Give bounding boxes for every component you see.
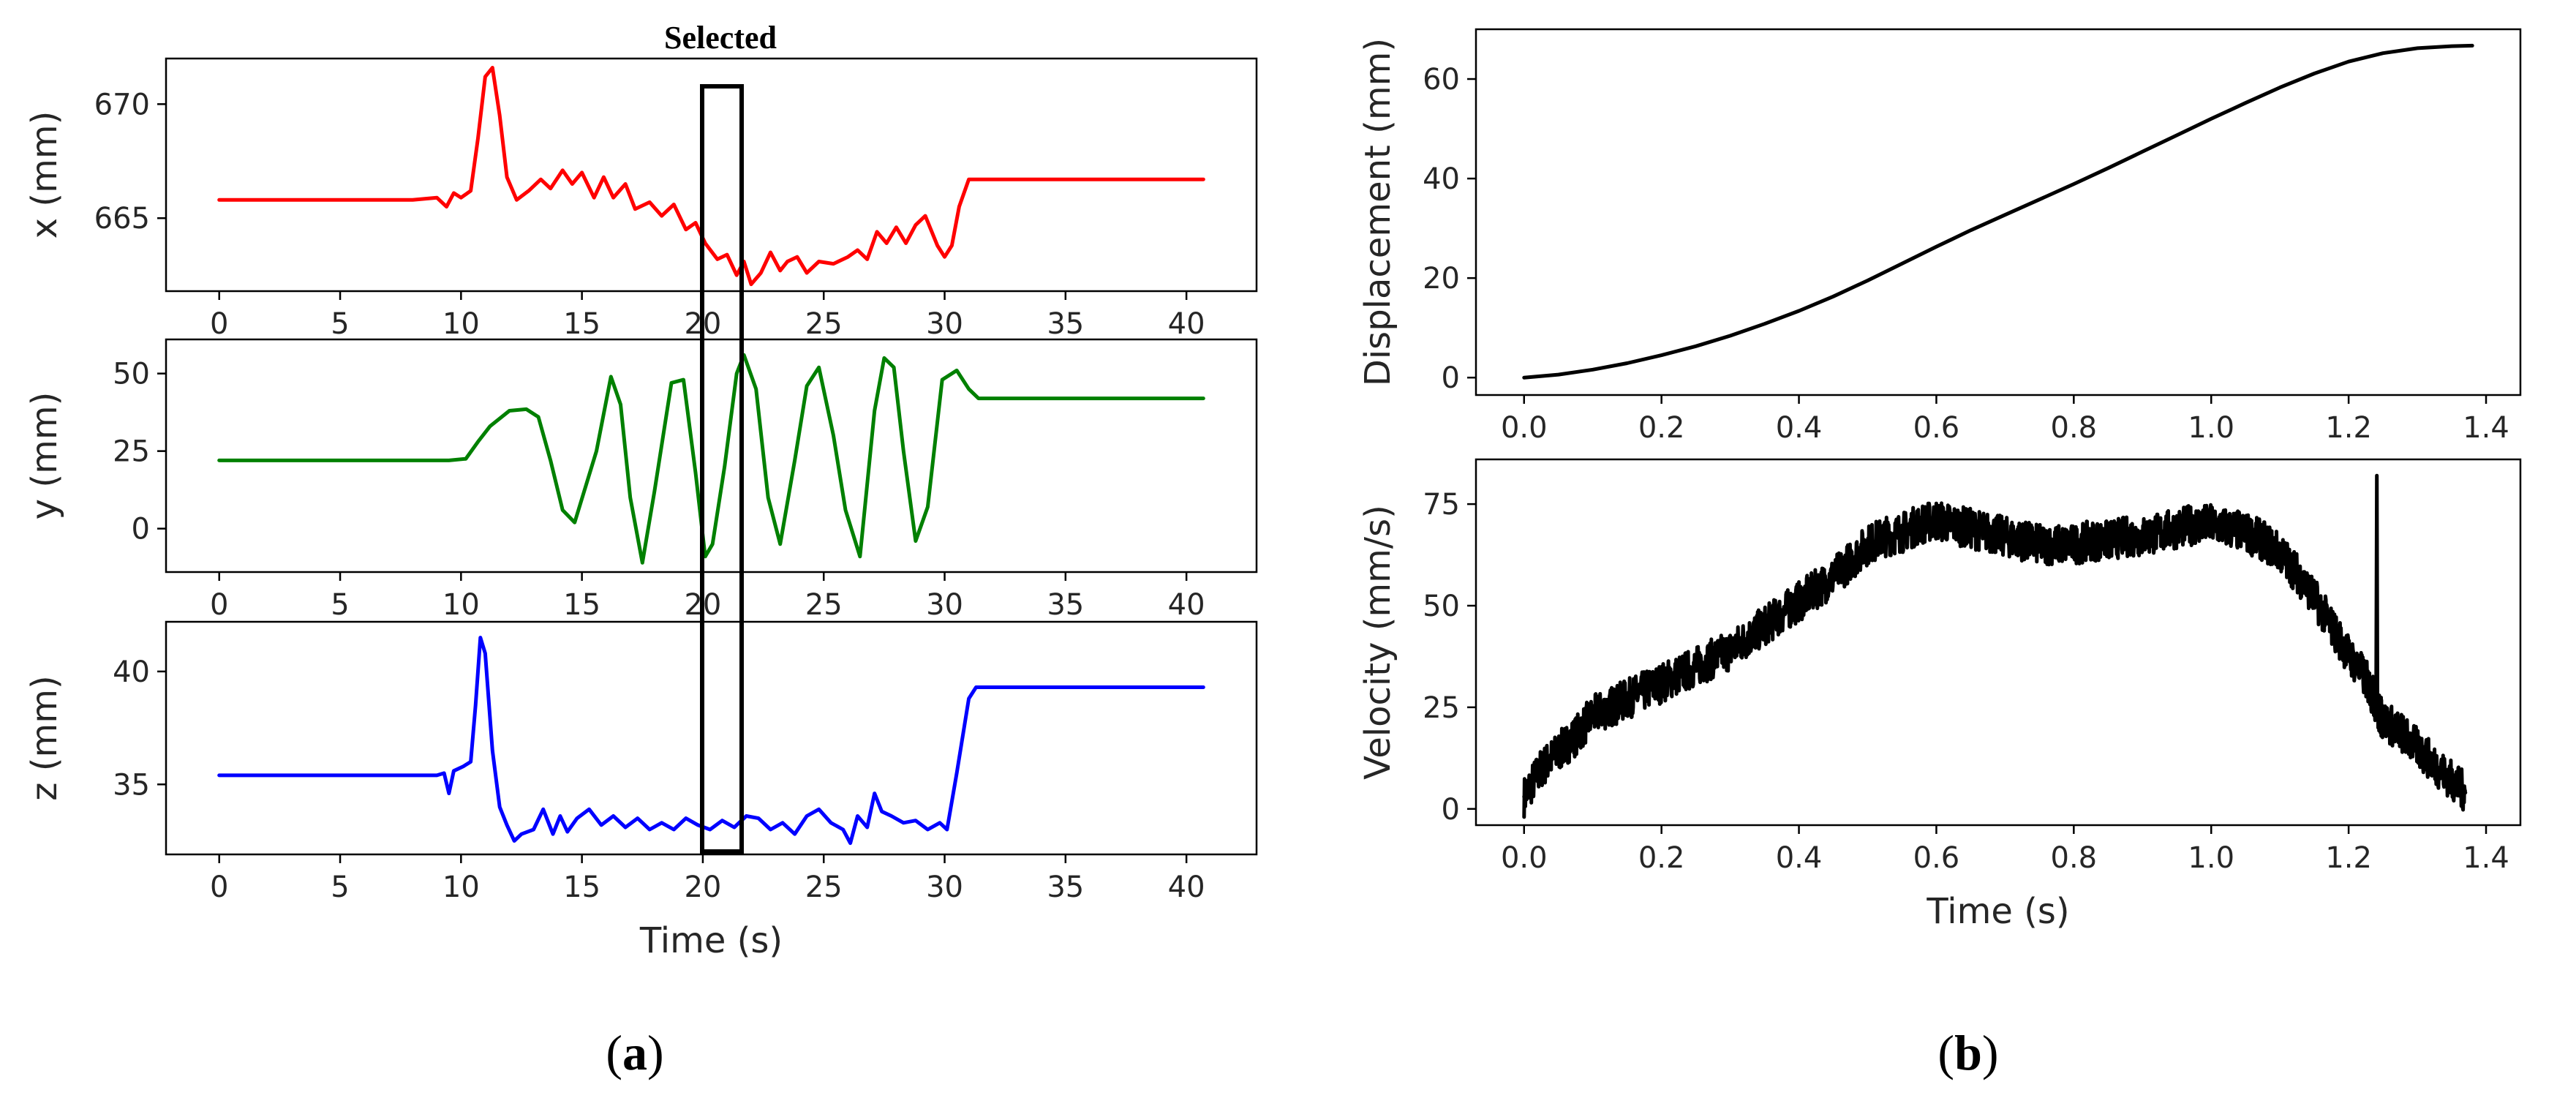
selected-window-box <box>700 84 744 854</box>
velocity-ytick-label: 50 <box>1423 590 1460 623</box>
z-xtick-label: 30 <box>926 870 963 904</box>
y-axes-frame <box>165 338 1258 574</box>
velocity-xtick-label: 0.4 <box>1776 841 1823 875</box>
velocity-xtick-label: 1.4 <box>2463 841 2509 875</box>
chart-velocity: 0.0 0.2 0.4 0.6 0.8 1.0 1.2 1.4 0 25 50 75 Velocity … <box>1357 458 2522 932</box>
z-xtick-label: 15 <box>563 870 600 904</box>
y-xtick-label: 40 <box>1168 588 1205 622</box>
z-xtick-label: 10 <box>442 870 480 904</box>
z-xtick-label: 35 <box>1047 870 1084 904</box>
z-xtick-label: 5 <box>331 870 349 904</box>
y-xtick-label: 35 <box>1047 588 1084 622</box>
caption-a: (a) <box>606 1025 663 1080</box>
displacement-ytick-label: 20 <box>1423 262 1460 296</box>
x-xtick-label: 0 <box>210 307 228 341</box>
selected-label: Selected <box>664 20 777 56</box>
x-xtick-label: 30 <box>926 307 963 341</box>
z-xtick-label: 25 <box>805 870 843 904</box>
y-xtick-label: 0 <box>210 588 228 622</box>
x-xtick-label: 35 <box>1047 307 1084 341</box>
velocity-xtick-label: 1.2 <box>2325 841 2372 875</box>
velocity-axes-frame <box>1475 458 2522 827</box>
y-xtick-label: 25 <box>805 588 843 622</box>
velocity-xtick-label: 0.2 <box>1638 841 1685 875</box>
velocity-ytick-label: 25 <box>1423 691 1460 725</box>
x-ytick-label: 665 <box>94 202 150 236</box>
velocity-ytick-label: 75 <box>1423 488 1460 522</box>
displacement-xtick-label: 0.4 <box>1776 411 1823 445</box>
velocity-xtick-label: 0.0 <box>1501 841 1548 875</box>
displacement-series-line <box>1522 43 2474 380</box>
x-xtick-label: 10 <box>442 307 480 341</box>
displacement-xtick-label: 1.2 <box>2325 411 2372 445</box>
y-series-line <box>217 353 1205 565</box>
y-xtick-label: 15 <box>563 588 600 622</box>
y-ytick-label: 25 <box>113 435 150 469</box>
z-xtick-label: 20 <box>684 870 721 904</box>
caption-b: (b) <box>1937 1025 1998 1080</box>
x-ytick-label: 670 <box>94 88 150 121</box>
y-ytick-label: 50 <box>113 358 150 391</box>
z-axes-frame <box>165 620 1258 856</box>
velocity-xlabel: Time (s) <box>1926 891 2069 932</box>
velocity-xtick-label: 0.6 <box>1913 841 1960 875</box>
chart-z-position: 0 5 10 15 20 25 30 35 40 35 40 z (mm) Time (s) <box>24 620 1258 961</box>
z-xlabel: Time (s) <box>639 920 783 961</box>
displacement-xtick-label: 1.4 <box>2463 411 2509 445</box>
x-series-line <box>217 66 1205 287</box>
displacement-ylabel: Displacement (mm) <box>1357 38 1398 386</box>
velocity-xtick-label: 1.0 <box>2188 841 2234 875</box>
velocity-ylabel: Velocity (mm/s) <box>1357 505 1398 780</box>
displacement-ytick-label: 40 <box>1423 162 1460 196</box>
velocity-ytick-label: 0 <box>1442 793 1460 827</box>
displacement-xtick-label: 0.6 <box>1913 411 1960 445</box>
x-xtick-label: 5 <box>331 307 349 341</box>
x-axes-frame <box>165 57 1258 293</box>
velocity-noise-texture <box>1522 501 2467 819</box>
displacement-ytick-label: 0 <box>1442 361 1460 395</box>
z-xtick-label: 40 <box>1168 870 1205 904</box>
y-xtick-label: 10 <box>442 588 480 622</box>
y-ylabel: y (mm) <box>24 392 65 520</box>
z-series-line <box>217 636 1205 846</box>
z-ytick-label: 35 <box>113 768 150 802</box>
z-ylabel: z (mm) <box>24 675 65 800</box>
velocity-xtick-label: 0.8 <box>2051 841 2098 875</box>
x-ylabel: x (mm) <box>24 111 65 239</box>
x-xtick-label: 40 <box>1168 307 1205 341</box>
z-xtick-label: 0 <box>210 870 228 904</box>
displacement-axes-frame <box>1475 28 2522 396</box>
y-ytick-label: 0 <box>132 513 150 546</box>
displacement-xtick-label: 0.2 <box>1638 411 1685 445</box>
x-xtick-label: 25 <box>805 307 843 341</box>
x-xtick-label: 15 <box>563 307 600 341</box>
y-xtick-label: 30 <box>926 588 963 622</box>
displacement-xtick-label: 0.8 <box>2051 411 2098 445</box>
z-ytick-label: 40 <box>113 655 150 689</box>
displacement-xtick-label: 1.0 <box>2188 411 2234 445</box>
chart-displacement: 0.0 0.2 0.4 0.6 0.8 1.0 1.2 1.4 0 20 40 60 Displacem… <box>1357 28 2522 445</box>
displacement-ytick-label: 60 <box>1423 63 1460 97</box>
y-xtick-label: 5 <box>331 588 349 622</box>
displacement-xtick-label: 0.0 <box>1501 411 1548 445</box>
